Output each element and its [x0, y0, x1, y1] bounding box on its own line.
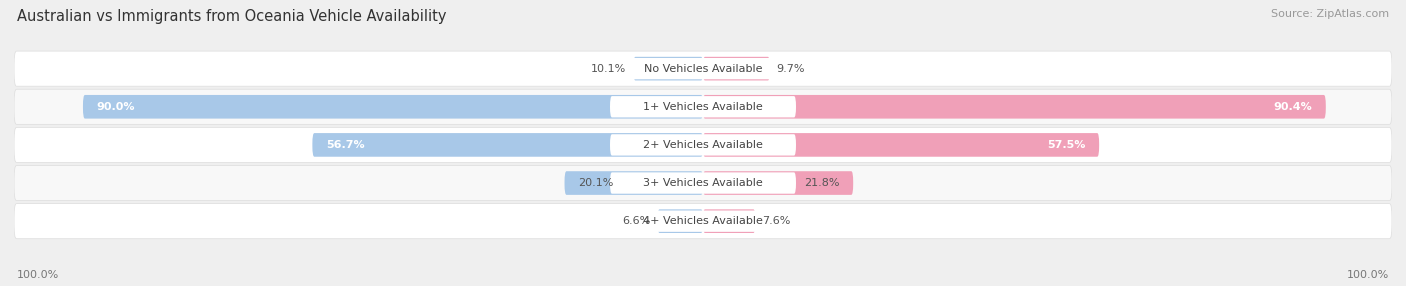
Text: 3+ Vehicles Available: 3+ Vehicles Available [643, 178, 763, 188]
FancyBboxPatch shape [610, 134, 796, 156]
FancyBboxPatch shape [83, 95, 703, 119]
Text: 1+ Vehicles Available: 1+ Vehicles Available [643, 102, 763, 112]
Text: 21.8%: 21.8% [804, 178, 839, 188]
Text: 57.5%: 57.5% [1047, 140, 1085, 150]
FancyBboxPatch shape [14, 204, 1392, 239]
Text: 100.0%: 100.0% [1347, 270, 1389, 280]
Text: 7.6%: 7.6% [762, 216, 790, 226]
Text: 90.0%: 90.0% [97, 102, 135, 112]
FancyBboxPatch shape [14, 127, 1392, 162]
FancyBboxPatch shape [610, 172, 796, 194]
Text: 6.6%: 6.6% [623, 216, 651, 226]
Text: 90.4%: 90.4% [1274, 102, 1312, 112]
FancyBboxPatch shape [703, 133, 1099, 157]
FancyBboxPatch shape [565, 171, 703, 195]
Text: 100.0%: 100.0% [17, 270, 59, 280]
Text: Source: ZipAtlas.com: Source: ZipAtlas.com [1271, 9, 1389, 19]
FancyBboxPatch shape [703, 95, 1326, 119]
Text: No Vehicles Available: No Vehicles Available [644, 64, 762, 74]
FancyBboxPatch shape [703, 57, 770, 80]
FancyBboxPatch shape [610, 210, 796, 232]
Text: 10.1%: 10.1% [592, 64, 627, 74]
FancyBboxPatch shape [703, 209, 755, 233]
FancyBboxPatch shape [610, 96, 796, 118]
Text: 9.7%: 9.7% [776, 64, 806, 74]
FancyBboxPatch shape [312, 133, 703, 157]
FancyBboxPatch shape [634, 57, 703, 80]
FancyBboxPatch shape [14, 51, 1392, 86]
Text: 20.1%: 20.1% [578, 178, 613, 188]
FancyBboxPatch shape [14, 166, 1392, 200]
Text: 2+ Vehicles Available: 2+ Vehicles Available [643, 140, 763, 150]
Text: 56.7%: 56.7% [326, 140, 364, 150]
FancyBboxPatch shape [14, 89, 1392, 124]
Text: Australian vs Immigrants from Oceania Vehicle Availability: Australian vs Immigrants from Oceania Ve… [17, 9, 446, 23]
Text: 4+ Vehicles Available: 4+ Vehicles Available [643, 216, 763, 226]
FancyBboxPatch shape [703, 171, 853, 195]
FancyBboxPatch shape [658, 209, 703, 233]
FancyBboxPatch shape [610, 58, 796, 79]
